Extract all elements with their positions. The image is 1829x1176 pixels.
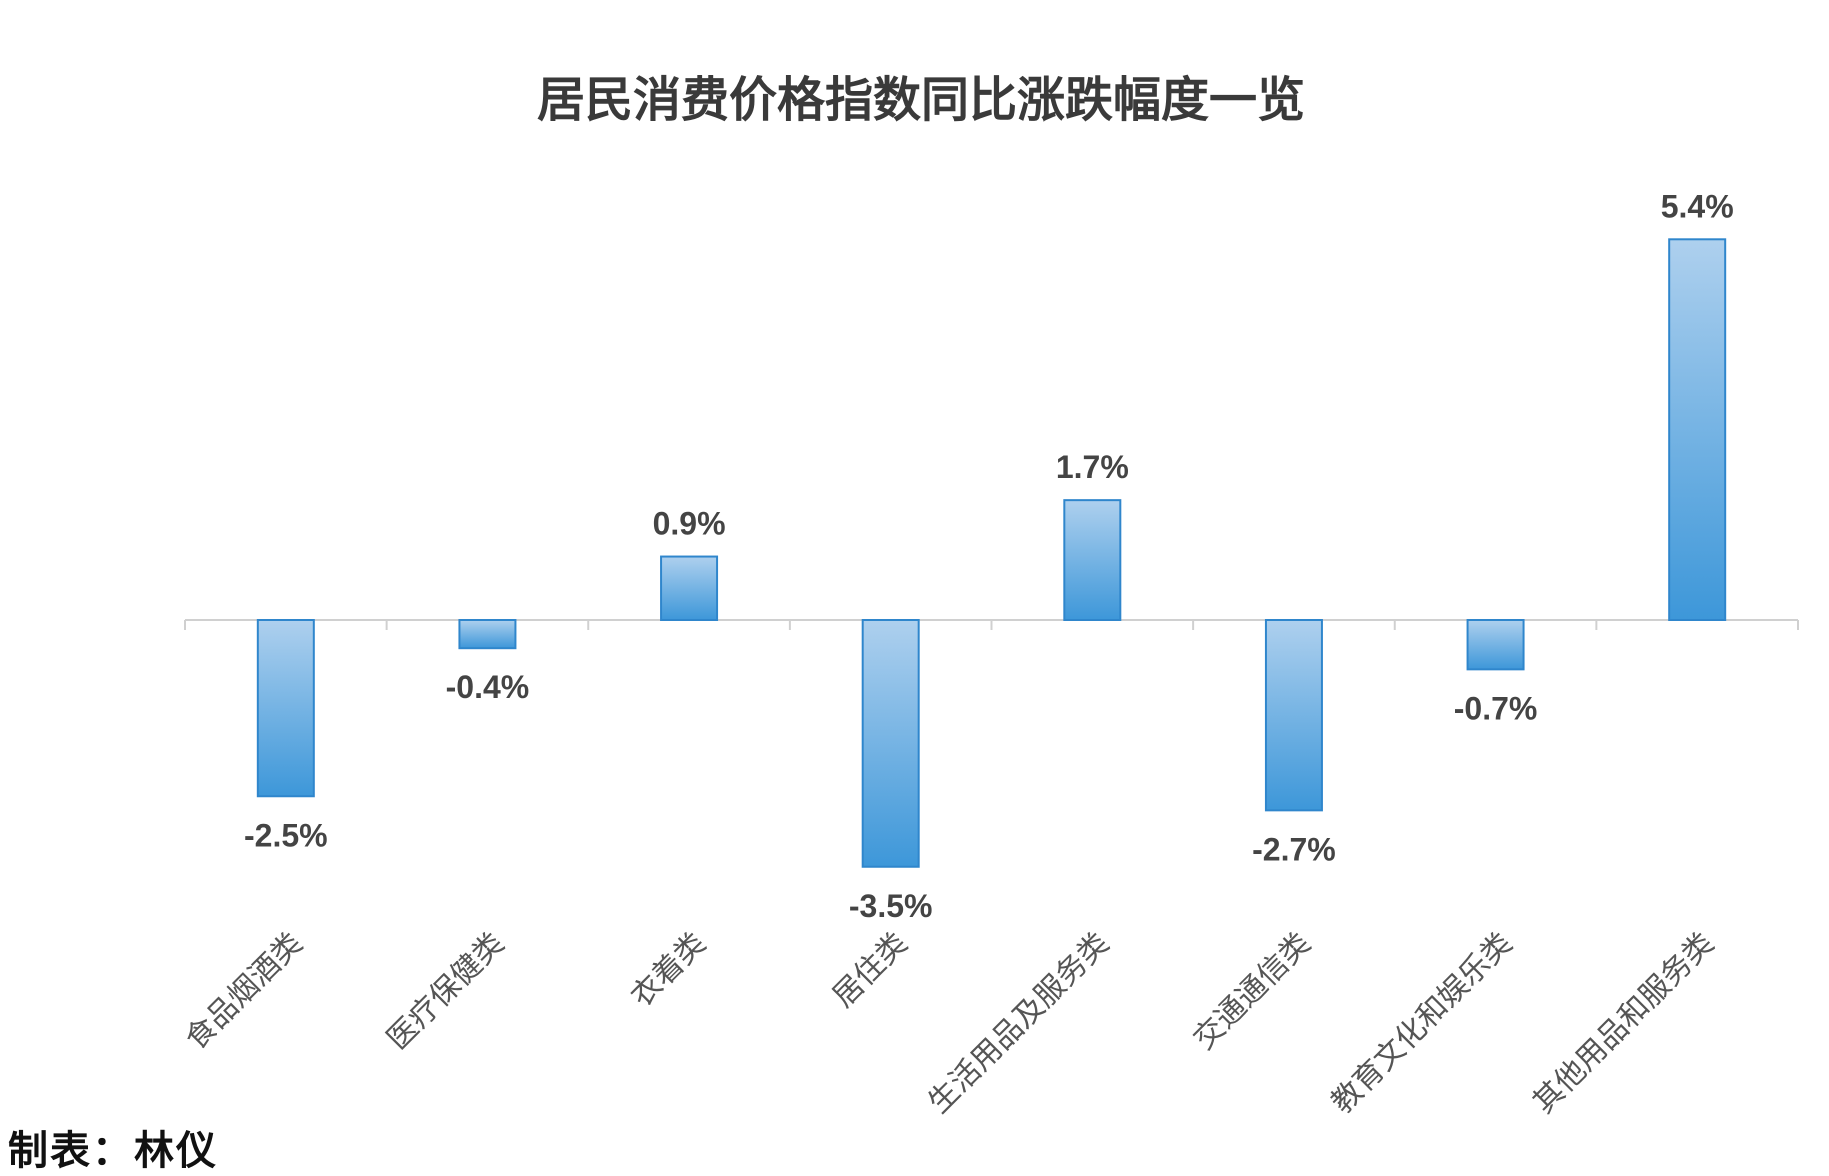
bar (256, 619, 315, 798)
category-label: 衣着类 (624, 926, 712, 1014)
bar (458, 619, 517, 650)
data-label: 0.9% (653, 506, 726, 542)
data-label: 5.4% (1661, 188, 1734, 224)
data-label: -3.5% (849, 888, 933, 924)
x-axis (184, 619, 1799, 630)
bar (1668, 238, 1727, 622)
bar (1063, 499, 1122, 621)
data-label: -2.5% (244, 817, 328, 853)
category-label: 食品烟酒类 (179, 926, 310, 1057)
category-label: 生活用品及服务类 (922, 926, 1116, 1120)
data-label: 1.7% (1056, 449, 1129, 485)
category-labels: 食品烟酒类 医疗保健类 衣着类 居住类 生活用品及服务类 交通通信类 教育文化和娱乐类 其他用… (179, 926, 1721, 1120)
bar (660, 555, 719, 621)
data-labels: -2.5% -0.4% 0.9% -3.5% 1.7% -2.7% -0.7% 5.4% (244, 188, 1734, 923)
chart-title: 居民消费价格指数同比涨跌幅度一览 (537, 72, 1305, 128)
bar (1264, 619, 1323, 812)
bar (1466, 619, 1525, 671)
data-label: -0.7% (1454, 690, 1538, 726)
category-label: 交通通信类 (1187, 926, 1318, 1057)
category-label: 居住类 (826, 926, 914, 1014)
category-label: 教育文化和娱乐类 (1325, 926, 1519, 1120)
category-label: 其他用品和服务类 (1526, 926, 1720, 1120)
data-label: -0.4% (446, 669, 530, 705)
category-label: 医疗保健类 (380, 926, 511, 1057)
bars (256, 238, 1727, 868)
bar (861, 619, 920, 868)
chart-credit: 制表：林仪 (8, 1128, 218, 1174)
data-label: -2.7% (1252, 831, 1336, 867)
